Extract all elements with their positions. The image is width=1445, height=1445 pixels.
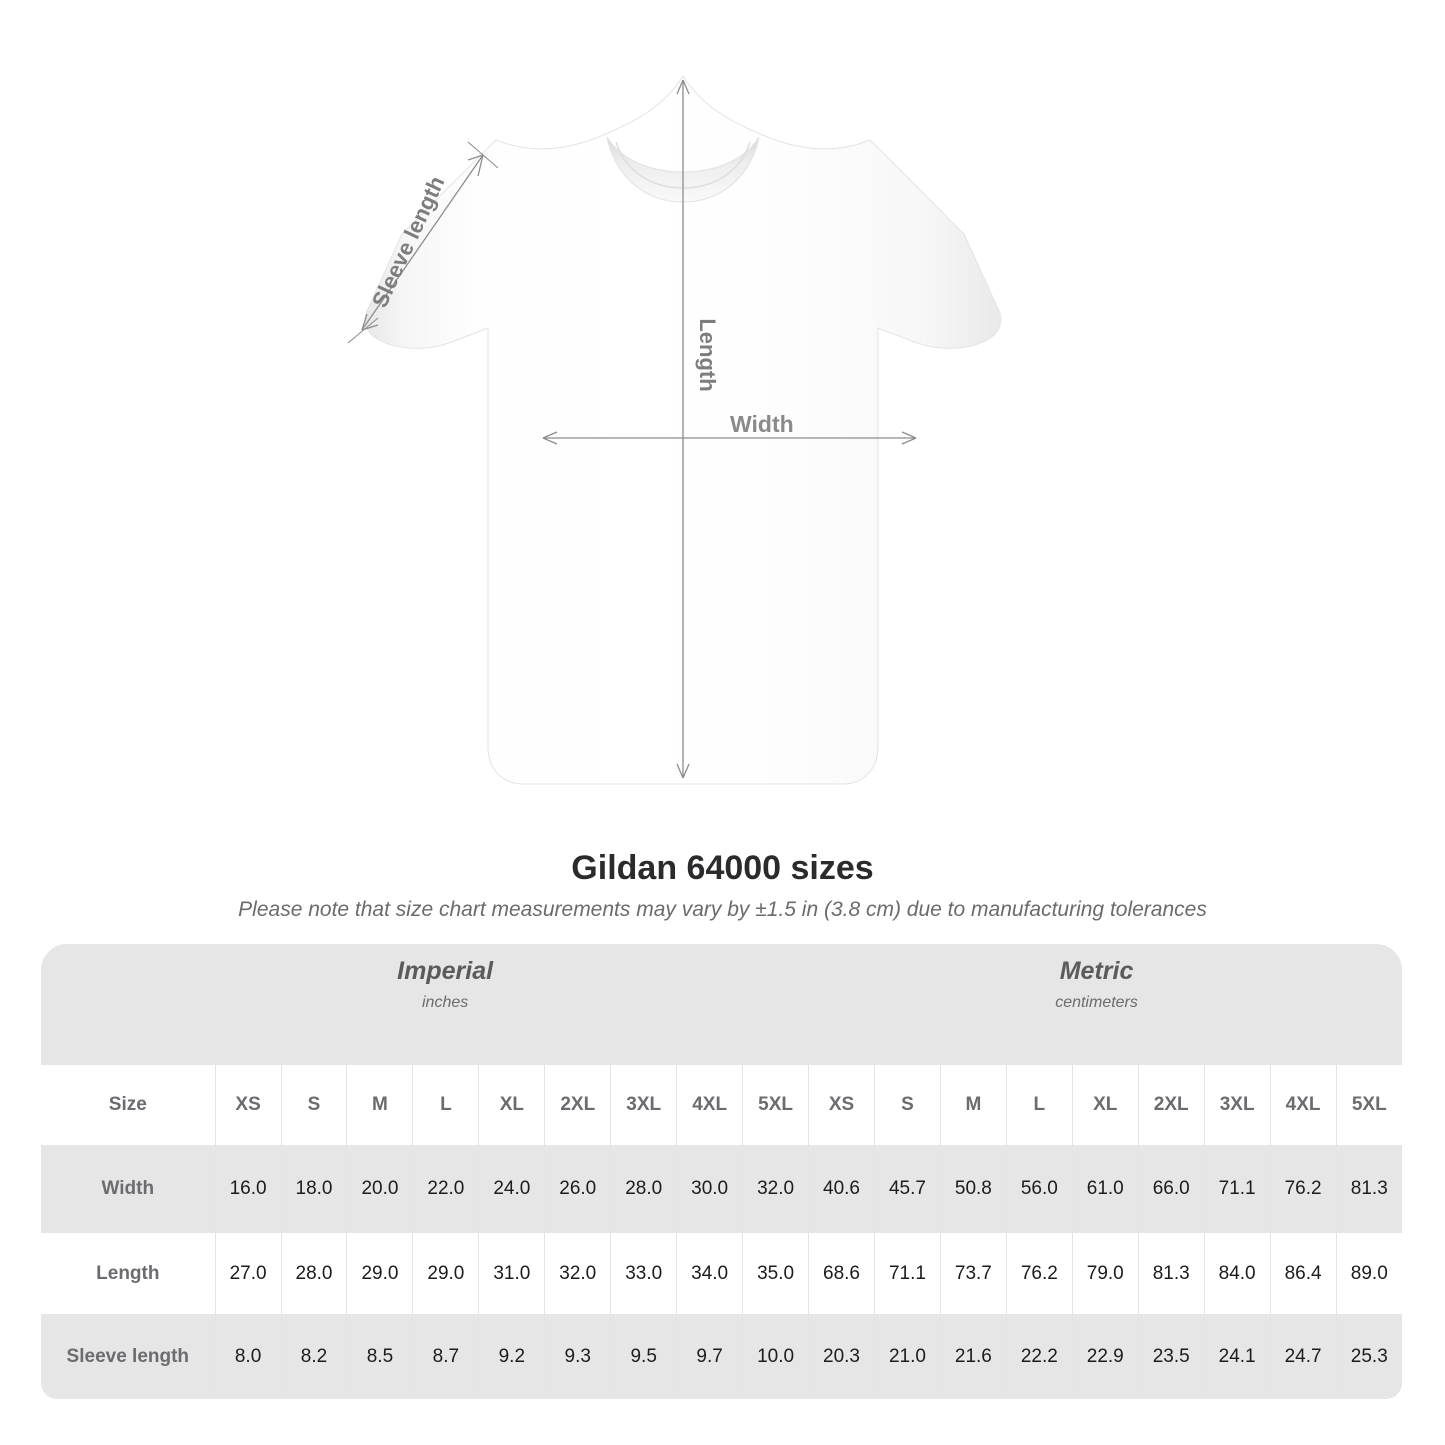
svg-text:Width: Width [730,411,794,437]
svg-text:Length: Length [695,318,720,391]
